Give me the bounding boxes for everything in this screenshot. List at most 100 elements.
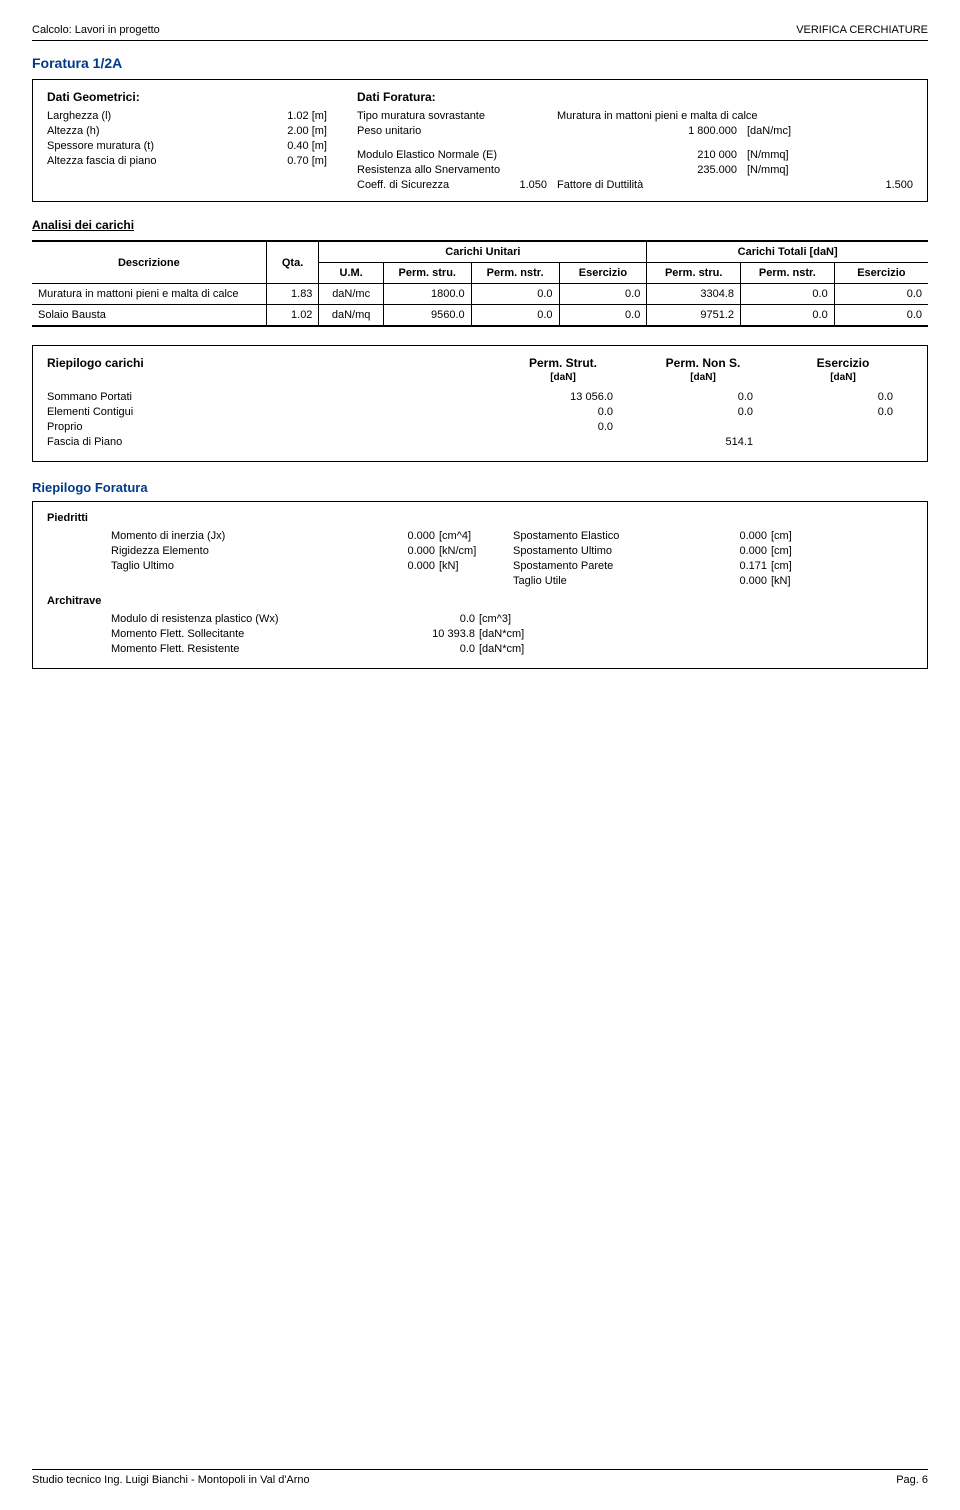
riep-v3 (773, 436, 913, 448)
th-tes: Esercizio (834, 263, 928, 284)
pied-l2: Taglio Utile (513, 575, 693, 587)
pied-v2: 0.000 (697, 530, 767, 542)
pied-v1: 0.000 (335, 560, 435, 572)
cell-tes: 0.0 (834, 284, 928, 305)
tipo-value: Muratura in mattoni pieni e malta di cal… (557, 110, 913, 122)
cell-es: 0.0 (559, 305, 647, 326)
pied-l1: Momento di inerzia (Jx) (111, 530, 331, 542)
pied-l2: Spostamento Parete (513, 560, 693, 572)
riepilogo-box: Riepilogo carichi Perm. Strut. Perm. Non… (32, 345, 928, 462)
analisi-title: Analisi dei carichi (32, 218, 928, 232)
peso-value: 1 800.000 (557, 125, 737, 137)
pied-row: Taglio Ultimo0.000[kN]Spostamento Parete… (47, 560, 913, 572)
arch-u: [daN*cm] (479, 643, 559, 655)
riep-for-title: Riepilogo Foratura (32, 480, 928, 495)
riep-label: Fascia di Piano (47, 436, 493, 448)
cell-desc: Solaio Bausta (32, 305, 266, 326)
cell-qta: 1.02 (266, 305, 319, 326)
riep-v2: 514.1 (633, 436, 773, 448)
riep-row: Proprio0.0 (47, 421, 913, 433)
res-unit: [N/mmq] (747, 164, 913, 176)
th-desc: Descrizione (32, 242, 266, 284)
dut-label: Fattore di Duttilità (557, 179, 643, 191)
piedritti-title: Piedritti (47, 512, 913, 524)
res-value: 235.000 (557, 164, 737, 176)
pied-v1: 0.000 (335, 530, 435, 542)
pied-u1: [kN] (439, 560, 509, 572)
riep-v1: 0.0 (493, 406, 633, 418)
th-ct: Carichi Totali [daN] (647, 242, 928, 263)
cell-pn: 0.0 (471, 305, 559, 326)
cell-tps: 9751.2 (647, 305, 741, 326)
arch-v: 0.0 (375, 643, 475, 655)
pied-l2: Spostamento Elastico (513, 530, 693, 542)
geom-label: Altezza fascia di piano (47, 155, 156, 167)
loads-row: Muratura in mattoni pieni e malta di cal… (32, 284, 928, 305)
pied-l2: Spostamento Ultimo (513, 545, 693, 557)
arch-v: 0.0 (375, 613, 475, 625)
arch-u: [cm^3] (479, 613, 559, 625)
riep-label: Sommano Portati (47, 391, 493, 403)
res-label: Resistenza allo Snervamento (357, 164, 547, 176)
header-left: Calcolo: Lavori in progetto (32, 24, 160, 36)
arch-row: Momento Flett. Sollecitante10 393.8[daN*… (47, 628, 913, 640)
geom-row: Larghezza (l)1.02 [m] (47, 110, 327, 122)
pied-l1: Rigidezza Elemento (111, 545, 331, 557)
pied-row: Momento di inerzia (Jx) 0.000 [cm^4] Sposta… (47, 530, 913, 542)
riep-row: Elementi Contigui0.00.00.0 (47, 406, 913, 418)
cell-um: daN/mq (319, 305, 383, 326)
riep-v1: 13 056.0 (493, 391, 633, 403)
footer-right: Pag. 6 (896, 1474, 928, 1486)
geom-value: 0.70 [m] (287, 155, 327, 167)
riep-v1: 0.0 (493, 421, 633, 433)
tipo-label: Tipo muratura sovrastante (357, 110, 547, 122)
th-tps: Perm. stru. (647, 263, 741, 284)
riep-col3: Esercizio (773, 356, 913, 370)
arch-l: Momento Flett. Resistente (111, 643, 371, 655)
th-um: U.M. (319, 263, 383, 284)
riep-v1 (493, 436, 633, 448)
riep-u3: [daN] (773, 372, 913, 383)
riep-label: Proprio (47, 421, 493, 433)
sic-value: 1.050 (519, 179, 547, 191)
cell-tes: 0.0 (834, 305, 928, 326)
dati-geom-title: Dati Geometrici: (47, 90, 327, 104)
geom-value: 2.00 [m] (287, 125, 327, 137)
pied-v1: 0.000 (335, 545, 435, 557)
pied-v2: 0.000 (697, 545, 767, 557)
riep-col1: Perm. Strut. (493, 356, 633, 370)
header-right: VERIFICA CERCHIATURE (796, 24, 928, 36)
arch-l: Modulo di resistenza plastico (Wx) (111, 613, 371, 625)
pied-u1: [cm^4] (439, 530, 509, 542)
riep-for-box: Piedritti Momento di inerzia (Jx) 0.000 [c… (32, 501, 928, 669)
peso-unit: [daN/mc] (747, 125, 913, 137)
loads-table: Descrizione Qta. Carichi Unitari Carichi… (32, 241, 928, 326)
pied-row: Taglio Utile 0.000 [kN] (47, 575, 913, 587)
loads-table-wrap: Descrizione Qta. Carichi Unitari Carichi… (32, 240, 928, 327)
geom-label: Larghezza (l) (47, 110, 111, 122)
dut-value: 1.500 (747, 179, 913, 191)
dati-box: Dati Geometrici: Larghezza (l)1.02 [m] Al… (32, 79, 928, 202)
sic-label: Coeff. di Sicurezza (357, 179, 449, 191)
page-footer: Studio tecnico Ing. Luigi Bianchi - Mont… (32, 1469, 928, 1486)
cell-pn: 0.0 (471, 284, 559, 305)
riep-col2: Perm. Non S. (633, 356, 773, 370)
pied-v2: 0.171 (697, 560, 767, 572)
peso-label: Peso unitario (357, 125, 547, 137)
geom-value: 0.40 [m] (287, 140, 327, 152)
page-header: Calcolo: Lavori in progetto VERIFICA CER… (32, 24, 928, 41)
geom-row: Altezza (h)2.00 [m] (47, 125, 327, 137)
mod-label: Modulo Elastico Normale (E) (357, 149, 547, 161)
mod-value: 210 000 (557, 149, 737, 161)
th-cu: Carichi Unitari (319, 242, 647, 263)
arch-v: 10 393.8 (375, 628, 475, 640)
riep-v3 (773, 421, 913, 433)
architrave-title: Architrave (47, 595, 913, 607)
riep-row: Sommano Portati13 056.00.00.0 (47, 391, 913, 403)
cell-tpn: 0.0 (741, 284, 835, 305)
cell-qta: 1.83 (266, 284, 319, 305)
pied-v2: 0.000 (697, 575, 767, 587)
riep-title: Riepilogo carichi (47, 356, 493, 370)
riep-v3: 0.0 (773, 406, 913, 418)
pied-u2: [kN] (771, 575, 821, 587)
